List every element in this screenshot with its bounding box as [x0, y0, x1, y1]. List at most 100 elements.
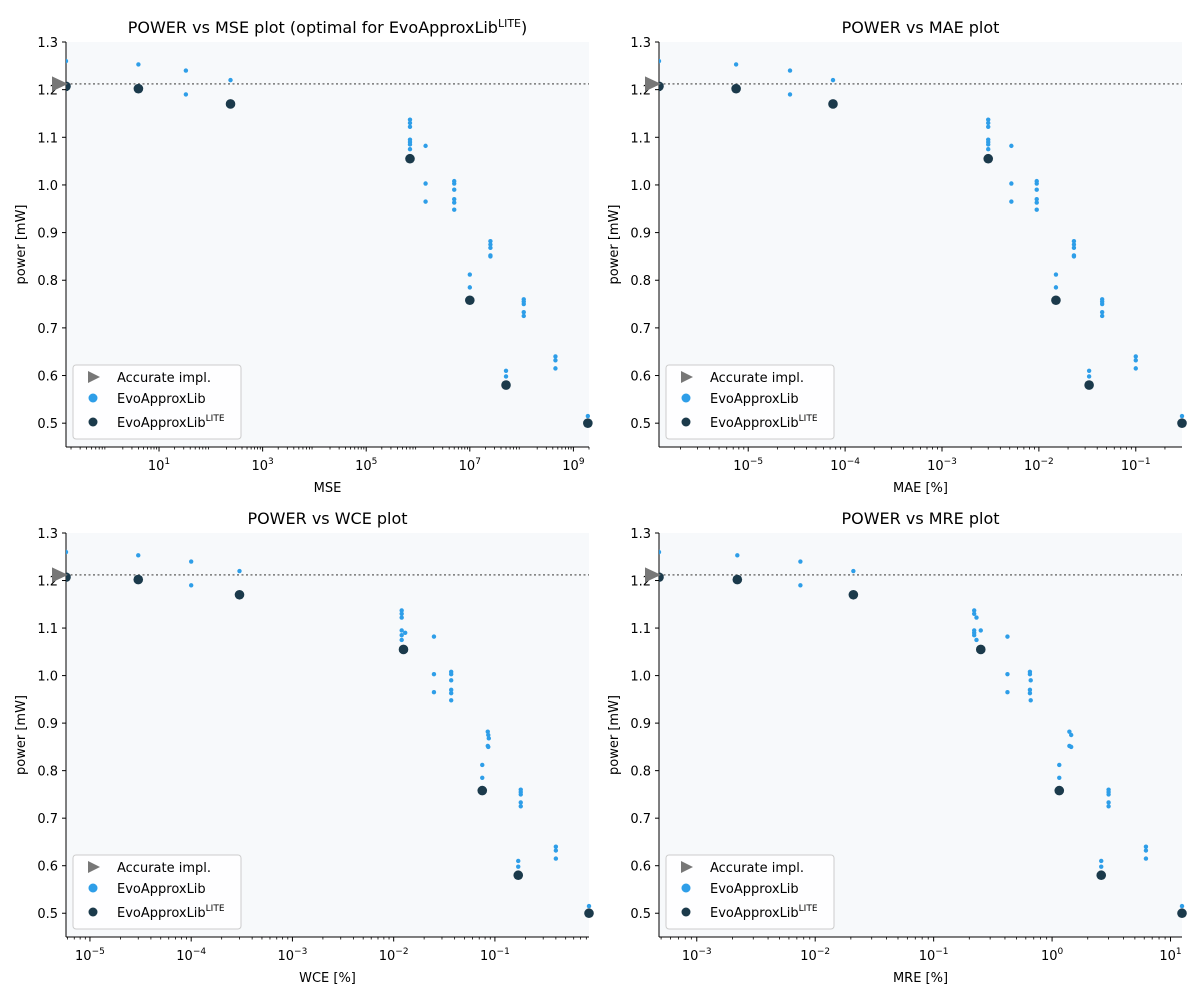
- evo-point: [1106, 792, 1111, 797]
- evo-point: [1179, 903, 1185, 909]
- evo-point: [1034, 200, 1039, 205]
- x-tick-label: 10−3: [682, 947, 712, 964]
- legend: Accurate impl. EvoApproxLib EvoApproxLibLI…: [665, 854, 835, 930]
- evo-point: [503, 368, 509, 373]
- evo-point: [518, 804, 523, 809]
- evo-point: [423, 199, 428, 204]
- evo-point: [521, 313, 526, 319]
- x-tick-label: 10−3: [927, 457, 957, 474]
- evo-point: [1086, 374, 1092, 379]
- y-axis-label: power [mW]: [607, 695, 622, 775]
- evo-point: [423, 143, 428, 149]
- y-tick-label: 1.3: [630, 527, 651, 542]
- y-tick-label: 0.9: [37, 227, 58, 242]
- evo-point: [585, 413, 591, 419]
- points-layer: [659, 549, 1187, 919]
- evo-point: [518, 800, 523, 805]
- lite-point: [975, 644, 986, 655]
- evo-point: [986, 142, 991, 147]
- evo-point: [851, 568, 856, 574]
- legend-box: [72, 364, 242, 440]
- x-tick-label: 10−5: [75, 947, 105, 964]
- evo-point: [188, 559, 194, 564]
- y-tick-label: 0.7: [630, 812, 651, 827]
- y-tick-label: 1.1: [630, 131, 651, 146]
- y-tick-label: 1.3: [630, 36, 651, 51]
- lite-point: [1084, 380, 1094, 390]
- y-tick-label: 1.1: [37, 131, 58, 146]
- evo-point: [448, 698, 454, 703]
- y-axis-label: power [mW]: [14, 205, 29, 285]
- x-axis-label: WCE [%]: [299, 971, 356, 986]
- evo-point: [1027, 671, 1033, 677]
- evo-point: [521, 309, 526, 315]
- lite-point: [133, 574, 144, 585]
- evo-point: [1071, 242, 1077, 247]
- y-tick-label: 1.1: [37, 622, 58, 637]
- y-tick-label: 0.8: [37, 765, 58, 780]
- evo-point: [407, 124, 413, 130]
- evo-point: [1133, 354, 1138, 359]
- legend-lite-marker: [88, 417, 98, 427]
- evo-point: [798, 559, 803, 564]
- chart-panel: 0.50.60.70.80.91.01.11.21.310−5 10−4 10−3 1…: [14, 509, 594, 986]
- evo-point: [971, 608, 977, 613]
- evo-point: [1133, 366, 1138, 371]
- evo-point: [1071, 245, 1077, 251]
- evo-point: [1053, 272, 1059, 277]
- legend-accurate-label: Accurate impl.: [117, 371, 211, 386]
- evo-point: [1068, 732, 1074, 738]
- legend-evo-label: EvoApproxLib: [710, 882, 799, 897]
- legend-lite-label: EvoApproxLibLITE: [117, 414, 225, 431]
- points-layer: [659, 58, 1187, 428]
- evo-point: [659, 58, 662, 64]
- evo-point: [136, 553, 141, 558]
- evo-point: [503, 374, 509, 379]
- evo-point: [431, 634, 437, 639]
- x-tick-label: 10−2: [1024, 457, 1054, 474]
- legend-box: [72, 854, 242, 930]
- evo-point: [553, 856, 559, 861]
- evo-point: [1005, 634, 1010, 639]
- x-tick-label: 101: [148, 457, 170, 474]
- evo-point: [1086, 368, 1092, 373]
- legend-evo-marker: [88, 393, 98, 403]
- legend-lite-label: EvoApproxLibLITE: [117, 904, 225, 921]
- points-layer: [66, 58, 593, 428]
- evo-point: [1028, 698, 1033, 703]
- evo-point: [228, 77, 233, 83]
- evo-point: [399, 632, 404, 638]
- x-tick-label: 100: [1041, 947, 1064, 964]
- evo-point: [467, 272, 473, 277]
- evo-point: [1057, 762, 1062, 768]
- legend: Accurate impl. EvoApproxLib EvoApproxLibLI…: [72, 854, 242, 930]
- evo-point: [1179, 413, 1185, 419]
- evo-point: [1027, 687, 1033, 693]
- legend-lite-marker: [681, 907, 691, 917]
- y-tick-label: 1.3: [37, 527, 58, 542]
- legend-evo-label: EvoApproxLib: [117, 882, 206, 897]
- evo-point: [183, 92, 189, 97]
- evo-point: [516, 864, 521, 869]
- y-tick-label: 0.6: [630, 370, 651, 385]
- points-layer: [66, 549, 594, 919]
- evo-point: [452, 200, 457, 205]
- evo-point: [1143, 856, 1149, 861]
- evo-point: [66, 549, 69, 555]
- legend-accurate-marker: [88, 371, 100, 383]
- x-tick-label: 105: [355, 457, 377, 474]
- legend-lite-marker: [681, 417, 691, 427]
- lite-point: [501, 380, 511, 390]
- x-tick-label: 10−1: [480, 947, 510, 964]
- y-tick-label: 0.6: [630, 860, 651, 875]
- evo-point: [237, 568, 242, 574]
- y-tick-label: 0.6: [37, 860, 58, 875]
- legend: Accurate impl. EvoApproxLib EvoApproxLibLI…: [665, 364, 835, 440]
- chart-panel: 0.50.60.70.80.91.01.11.21.310−5 10−4 10−3 1…: [607, 18, 1187, 496]
- evo-point: [480, 775, 485, 780]
- evo-point: [1067, 729, 1072, 734]
- lite-point: [1054, 785, 1065, 796]
- y-tick-label: 0.8: [630, 274, 651, 289]
- evo-point: [986, 124, 991, 130]
